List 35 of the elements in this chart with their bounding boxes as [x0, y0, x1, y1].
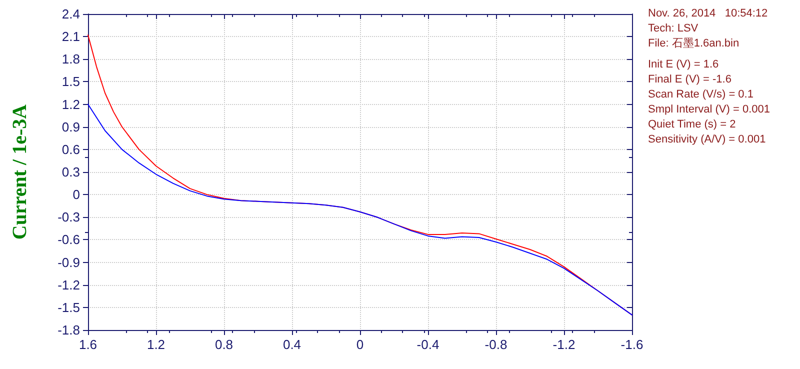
x-tick-label: -0.8 — [484, 337, 508, 352]
y-tick-label: 2.1 — [62, 29, 80, 44]
text: Nov. 26, 2014 10:54:12 — [648, 8, 768, 20]
y-tick-label: -0.9 — [58, 254, 80, 270]
y-tick-label: 2.4 — [62, 6, 80, 22]
x-tick-label: 0 — [356, 337, 364, 352]
y-tick-label: -1.8 — [58, 322, 80, 338]
y-tick-label: 0.6 — [62, 142, 80, 157]
x-tick-label: 1.2 — [146, 337, 166, 352]
y-tick-label: 0.3 — [62, 164, 80, 180]
y-tick-label: 1.2 — [62, 96, 80, 112]
text: Final E (V) = -1.6 — [648, 74, 732, 86]
y-tick-label: 1.5 — [62, 74, 80, 90]
text: Tech: LSV — [648, 22, 699, 34]
y-tick-label: -1.2 — [58, 277, 80, 292]
text: Quiet Time (s) = 2 — [648, 118, 736, 130]
line-series — [88, 104, 632, 316]
text: Smpl Interval (V) = 0.001 — [648, 104, 770, 116]
x-tick-label: -1.6 — [620, 337, 644, 352]
text: Scan Rate (V/s) = 0.1 — [648, 88, 754, 100]
text: Sensitivity (A/V) = 0.001 — [648, 134, 766, 146]
text: File: 石墨1.6an.bin — [648, 38, 740, 50]
x-tick-label: -0.4 — [416, 337, 440, 352]
y-axis-title: Current / 1e-3A — [9, 104, 31, 240]
y-tick-label: 0.9 — [62, 119, 80, 134]
x-tick-label: -1.2 — [552, 337, 576, 352]
x-tick-label: 0.8 — [214, 337, 234, 352]
x-tick-label: 0.4 — [282, 337, 302, 352]
y-tick-label: -0.6 — [58, 232, 80, 248]
text: Init E (V) = 1.6 — [648, 58, 719, 70]
y-tick-label: -1.5 — [58, 300, 80, 315]
x-tick-label: 1.6 — [78, 337, 98, 352]
y-tick-label: 0 — [72, 187, 80, 202]
y-tick-label: -0.3 — [58, 210, 80, 225]
y-tick-label: 1.8 — [62, 52, 80, 67]
